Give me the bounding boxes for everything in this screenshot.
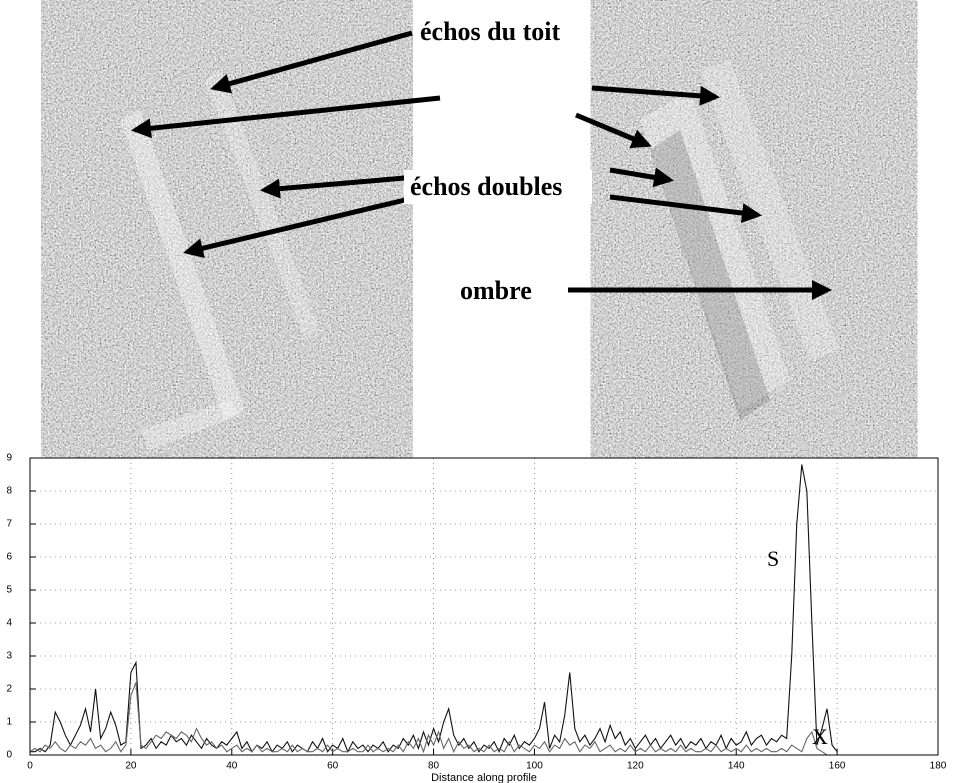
x-tick-label: 180 [930, 761, 947, 772]
series-annotation: S [767, 546, 779, 571]
y-tick-label: 3 [6, 651, 12, 662]
y-tick-label: 1 [6, 717, 12, 728]
annotation: ombre [460, 276, 532, 305]
sar-image-left [72, 0, 382, 458]
y-tick-label: 9 [6, 453, 12, 464]
x-tick-label: 100 [526, 761, 543, 772]
y-tick-label: 6 [6, 552, 12, 563]
series-annotation: X [812, 724, 828, 749]
x-tick-label: 20 [125, 761, 137, 772]
x-axis-label: Distance along profile [431, 772, 537, 783]
sar-image-right [618, 5, 890, 458]
y-tick-label: 0 [6, 750, 12, 761]
plot: 0 20 40 60 80 100 120 140 160 180 0 1 2 3 4 5 6 7 8 9 [6, 453, 946, 772]
x-tick-label: 160 [829, 761, 846, 772]
x-tick-label: 80 [428, 761, 440, 772]
y-tick-label: 7 [6, 519, 12, 530]
y-tick-label: 5 [6, 585, 12, 596]
plot-area [30, 458, 938, 755]
annotation: échos doubles [410, 172, 562, 201]
figure: échos du toit échos doubles ombre 020406… [0, 0, 956, 783]
annotation: échos du toit [420, 17, 560, 46]
x-tick-label: 40 [226, 761, 238, 772]
x-tick-label: 120 [627, 761, 644, 772]
x-tick-label: 60 [327, 761, 339, 772]
y-tick-label: 2 [6, 684, 12, 695]
y-tick-label: 4 [6, 618, 12, 629]
x-tick-label: 0 [27, 761, 33, 772]
x-tick-label: 140 [728, 761, 745, 772]
y-tick-label: 8 [6, 486, 12, 497]
